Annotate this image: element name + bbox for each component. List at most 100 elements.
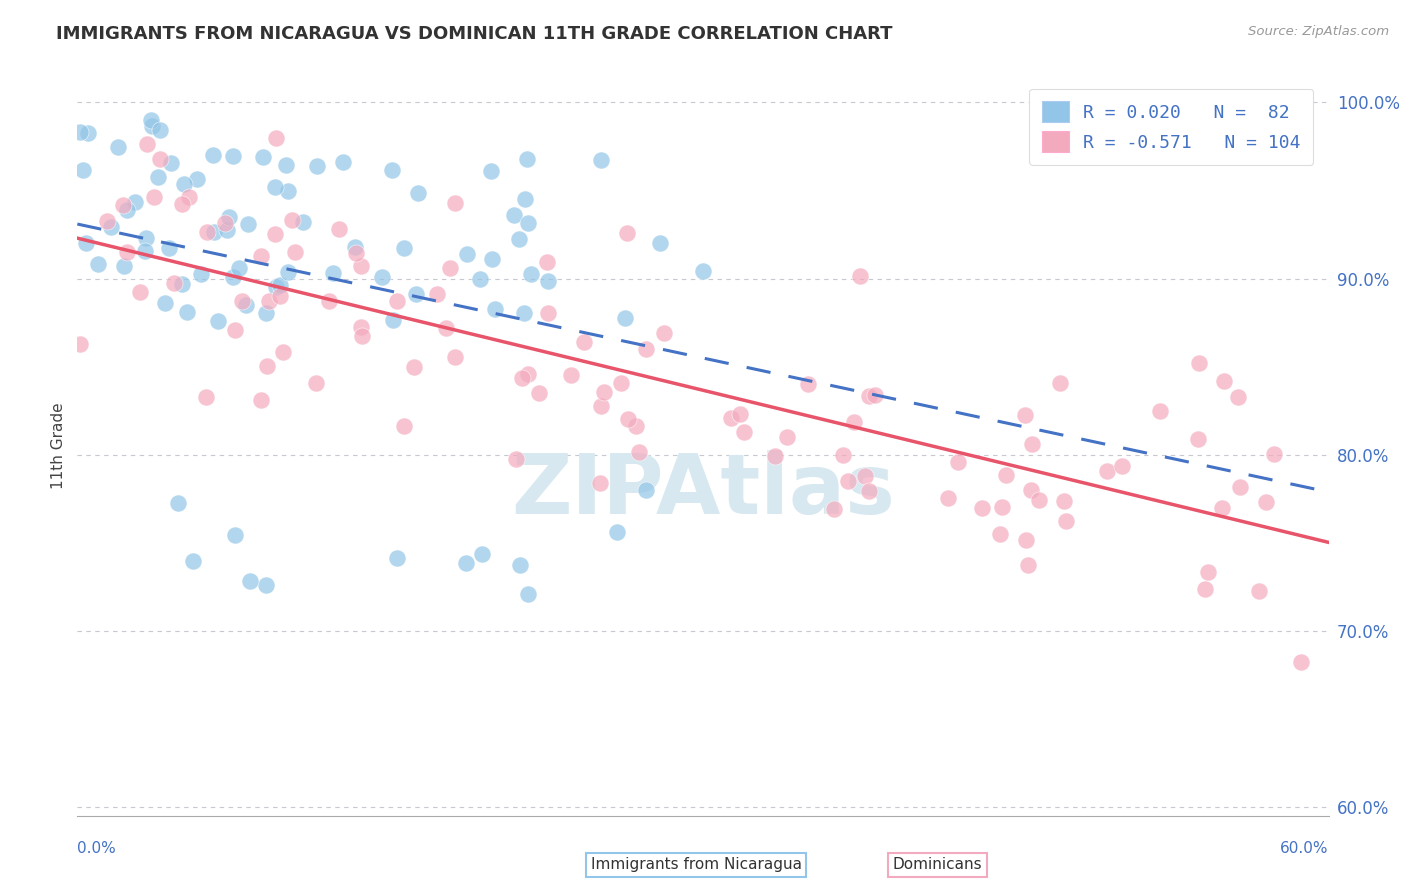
Point xyxy=(468,272,491,286)
Point xyxy=(616,226,638,240)
Point xyxy=(254,578,277,592)
Point xyxy=(426,287,449,301)
Point xyxy=(344,246,367,260)
Point xyxy=(134,244,156,259)
Point xyxy=(406,186,429,200)
Point xyxy=(264,179,287,194)
Point xyxy=(277,184,299,198)
Point xyxy=(266,280,288,294)
Point xyxy=(371,269,394,284)
Point xyxy=(96,214,118,228)
Point xyxy=(173,177,195,191)
Point xyxy=(252,150,274,164)
Text: Dominicans: Dominicans xyxy=(893,857,983,872)
Point xyxy=(471,548,494,562)
Point xyxy=(515,192,537,206)
Point xyxy=(946,455,969,469)
Point xyxy=(1095,464,1118,478)
Point xyxy=(75,235,97,250)
Point xyxy=(69,336,91,351)
Point xyxy=(844,415,866,429)
Point xyxy=(149,152,172,166)
Point xyxy=(204,225,226,239)
Point xyxy=(1015,533,1038,547)
Point xyxy=(385,551,408,566)
Point xyxy=(139,112,162,127)
Point xyxy=(720,410,742,425)
Point xyxy=(1197,565,1219,579)
Point xyxy=(87,257,110,271)
Point xyxy=(328,221,350,235)
Point xyxy=(281,213,304,227)
Point xyxy=(157,242,180,256)
Point xyxy=(1014,408,1036,422)
Point xyxy=(256,359,278,373)
Point xyxy=(236,217,259,231)
Point xyxy=(238,574,260,588)
Point xyxy=(276,158,298,172)
Point xyxy=(195,390,218,404)
Point xyxy=(254,306,277,320)
Point xyxy=(350,329,373,343)
Point xyxy=(617,412,640,426)
Point xyxy=(381,162,404,177)
Point xyxy=(636,483,658,498)
Point xyxy=(484,301,506,316)
Point xyxy=(1049,376,1071,390)
Point xyxy=(318,293,340,308)
Point xyxy=(517,216,540,230)
Point xyxy=(350,259,373,273)
Point xyxy=(162,276,184,290)
Point xyxy=(224,323,246,337)
Point xyxy=(307,159,329,173)
Point xyxy=(863,387,886,401)
Point xyxy=(405,287,427,301)
Point xyxy=(176,305,198,319)
Point xyxy=(190,267,212,281)
Point xyxy=(609,376,631,390)
Point xyxy=(606,524,628,539)
Point xyxy=(69,125,91,139)
Point xyxy=(1028,493,1050,508)
Point xyxy=(1291,655,1313,669)
Point xyxy=(207,313,229,327)
Point xyxy=(250,249,273,263)
Point xyxy=(509,558,531,572)
Point xyxy=(143,189,166,203)
Point xyxy=(114,260,136,274)
Point xyxy=(257,293,280,308)
Point xyxy=(776,430,799,444)
Point xyxy=(970,500,993,515)
Point xyxy=(404,359,426,374)
Point xyxy=(1212,374,1234,388)
Point xyxy=(277,265,299,279)
Point xyxy=(994,468,1017,483)
Point xyxy=(1263,447,1285,461)
Text: 0.0%: 0.0% xyxy=(77,841,117,856)
Point xyxy=(269,289,291,303)
Point xyxy=(537,306,560,320)
Point xyxy=(202,148,225,162)
Point xyxy=(392,419,415,434)
Point xyxy=(858,484,880,499)
Point xyxy=(148,169,170,184)
Point xyxy=(1111,458,1133,473)
Point xyxy=(508,231,530,245)
Point xyxy=(392,241,415,255)
Point xyxy=(634,342,657,356)
Text: Source: ZipAtlas.com: Source: ZipAtlas.com xyxy=(1249,25,1389,38)
Y-axis label: 11th Grade: 11th Grade xyxy=(51,402,66,490)
Point xyxy=(796,377,818,392)
Point xyxy=(263,227,285,242)
Text: 60.0%: 60.0% xyxy=(1281,841,1329,856)
Point xyxy=(181,554,204,568)
Point xyxy=(444,350,467,364)
Point xyxy=(536,255,558,269)
Text: Immigrants from Nicaragua: Immigrants from Nicaragua xyxy=(591,857,801,872)
Point xyxy=(692,263,714,277)
Point xyxy=(444,196,467,211)
Point xyxy=(284,245,307,260)
Point xyxy=(988,527,1011,541)
Text: IMMIGRANTS FROM NICARAGUA VS DOMINICAN 11TH GRADE CORRELATION CHART: IMMIGRANTS FROM NICARAGUA VS DOMINICAN 1… xyxy=(56,25,893,43)
Point xyxy=(1247,583,1270,598)
